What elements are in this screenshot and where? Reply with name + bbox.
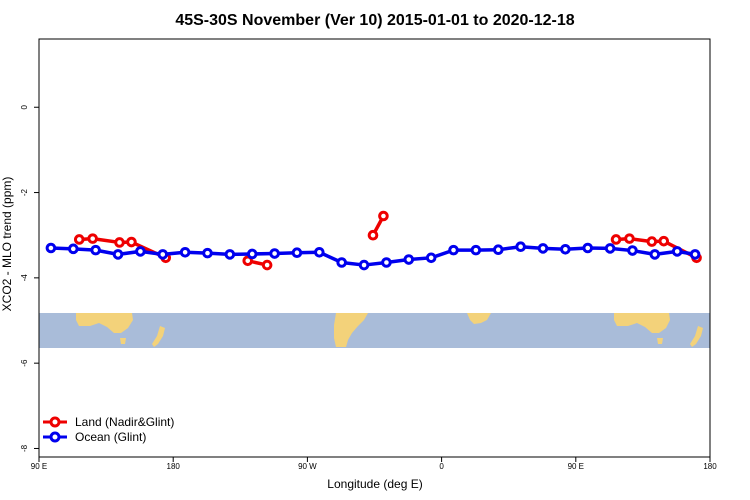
series-layer xyxy=(45,210,702,271)
plot-frame xyxy=(38,38,711,458)
map-land-australia xyxy=(76,313,133,333)
legend: Land (Nadir&Glint) Ocean (Glint) xyxy=(43,415,174,444)
data-point-ocean xyxy=(67,243,79,255)
data-point-ocean xyxy=(627,245,638,256)
x-axis: 90 E 180 90 W 0 90 E 180 xyxy=(31,457,717,471)
data-point-ocean xyxy=(269,248,280,259)
x-tick-label: 90 E xyxy=(31,462,47,471)
x-tick-label: 90 W xyxy=(298,462,317,471)
data-point-land xyxy=(367,229,379,241)
data-point-ocean xyxy=(689,249,701,260)
map-land-australia-repeat xyxy=(614,313,670,333)
data-point-ocean xyxy=(202,247,213,259)
data-point-ocean xyxy=(246,248,258,260)
data-point-land xyxy=(624,233,635,244)
data-point-ocean xyxy=(537,243,549,254)
y-axis-label: XCO2 - MLO trend (ppm) xyxy=(0,177,14,312)
legend-label-land: Land (Nadir&Glint) xyxy=(75,415,174,429)
chart-title: 45S-30S November (Ver 10) 2015-01-01 to … xyxy=(175,12,574,29)
data-point-land xyxy=(610,234,622,245)
data-point-ocean xyxy=(515,241,526,253)
data-point-ocean xyxy=(135,246,146,257)
x-axis-label: Longitude (deg E) xyxy=(327,477,422,491)
data-point-ocean xyxy=(403,254,415,265)
legend-marker-ocean xyxy=(49,431,61,443)
data-point-land xyxy=(87,233,98,244)
x-tick-label: 180 xyxy=(703,462,717,471)
data-point-ocean xyxy=(291,247,303,258)
data-point-ocean xyxy=(604,243,616,254)
x-tick-label: 0 xyxy=(439,462,444,471)
data-point-land xyxy=(73,234,85,245)
y-axis: 0 -2 -4 -6 -8 xyxy=(20,104,39,452)
data-point-land xyxy=(378,210,389,222)
data-point-ocean xyxy=(45,242,57,254)
data-point-ocean xyxy=(448,244,459,256)
background-map xyxy=(39,313,710,348)
data-point-ocean xyxy=(425,252,437,264)
data-point-ocean xyxy=(179,246,191,258)
data-point-ocean xyxy=(336,257,347,268)
data-point-ocean xyxy=(224,249,236,260)
y-tick-label: 0 xyxy=(20,104,29,109)
data-point-land xyxy=(646,236,658,247)
legend-marker-land xyxy=(49,416,61,428)
data-point-land xyxy=(242,255,254,267)
data-point-land xyxy=(658,235,670,247)
data-point-land xyxy=(114,237,125,248)
data-point-ocean xyxy=(649,249,661,260)
data-point-ocean xyxy=(560,243,571,255)
map-land-tasmania xyxy=(120,338,126,344)
y-tick-label: -6 xyxy=(20,359,29,367)
legend-label-ocean: Ocean (Glint) xyxy=(75,430,146,444)
data-point-ocean xyxy=(157,249,169,260)
data-point-ocean xyxy=(314,246,325,258)
map-land-new-zealand xyxy=(152,326,165,347)
data-point-ocean xyxy=(381,257,392,268)
data-point-land xyxy=(261,259,273,271)
map-land-tasmania-repeat xyxy=(657,338,663,344)
data-point-ocean xyxy=(470,244,482,256)
y-tick-label: -2 xyxy=(20,188,29,196)
data-point-ocean xyxy=(492,244,504,256)
y-tick-label: -4 xyxy=(20,274,29,282)
data-point-ocean xyxy=(358,259,370,271)
data-point-ocean xyxy=(671,246,683,257)
y-tick-label: -8 xyxy=(20,444,29,452)
data-point-ocean xyxy=(90,244,101,256)
x-tick-label: 90 E xyxy=(568,462,584,471)
map-land-new-zealand-repeat xyxy=(690,326,703,347)
data-point-ocean xyxy=(112,249,124,260)
map-ocean xyxy=(39,313,710,348)
data-point-ocean xyxy=(582,242,594,254)
data-point-land xyxy=(126,236,137,248)
x-tick-label: 180 xyxy=(167,462,181,471)
map-land-southern-africa xyxy=(467,313,491,324)
map-land-south-america xyxy=(334,313,368,347)
